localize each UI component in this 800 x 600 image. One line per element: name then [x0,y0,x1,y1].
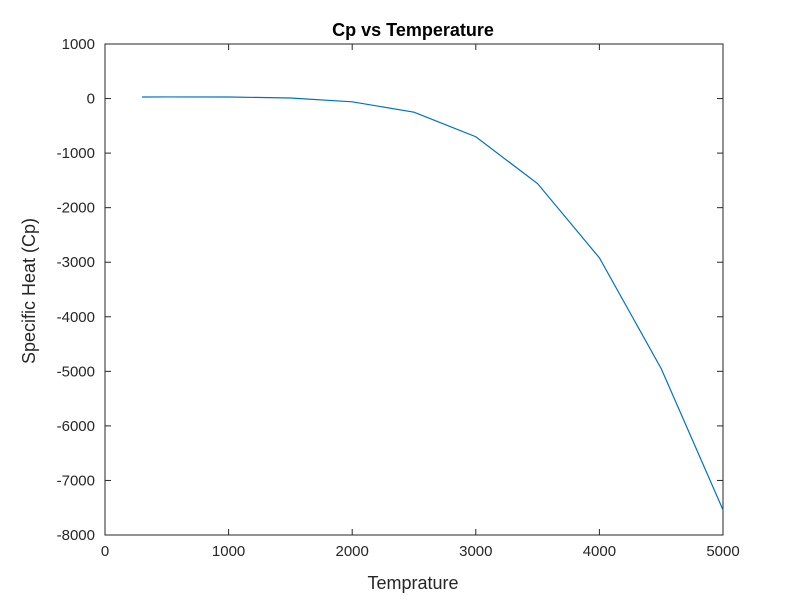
x-tick-label-4: 4000 [583,543,616,560]
chart-title: Cp vs Temperature [332,20,494,40]
y-tick-label-3: -2000 [57,200,95,217]
plot-area [104,43,724,536]
y-tick-label-7: -6000 [57,418,95,435]
y-axis-label: Specific Heat (Cp) [19,218,39,364]
x-tick-label-5: 5000 [706,543,739,560]
y-tick-label-2: -1000 [57,145,95,162]
y-tick-label-1: 0 [87,91,95,108]
y-tick-label-9: -8000 [57,527,95,544]
axes-box [104,43,724,536]
y-tick-label-6: -5000 [57,363,95,380]
x-tick-label-2: 2000 [336,543,369,560]
x-tick-label-1: 1000 [212,543,245,560]
series-line-0 [142,96,724,511]
y-tick-label-4: -3000 [57,254,95,271]
y-tick-label-5: -4000 [57,309,95,326]
y-tick-label-0: 1000 [62,36,95,53]
x-axis-label: Temprature [367,573,458,593]
ticks-layer: 0 1000 2000 3000 4000 5000 1000 0 -1000 -2000 -300… [57,36,740,560]
x-tick-label-0: 0 [101,543,109,560]
y-tick-label-8: -7000 [57,472,95,489]
x-tick-label-3: 3000 [459,543,492,560]
